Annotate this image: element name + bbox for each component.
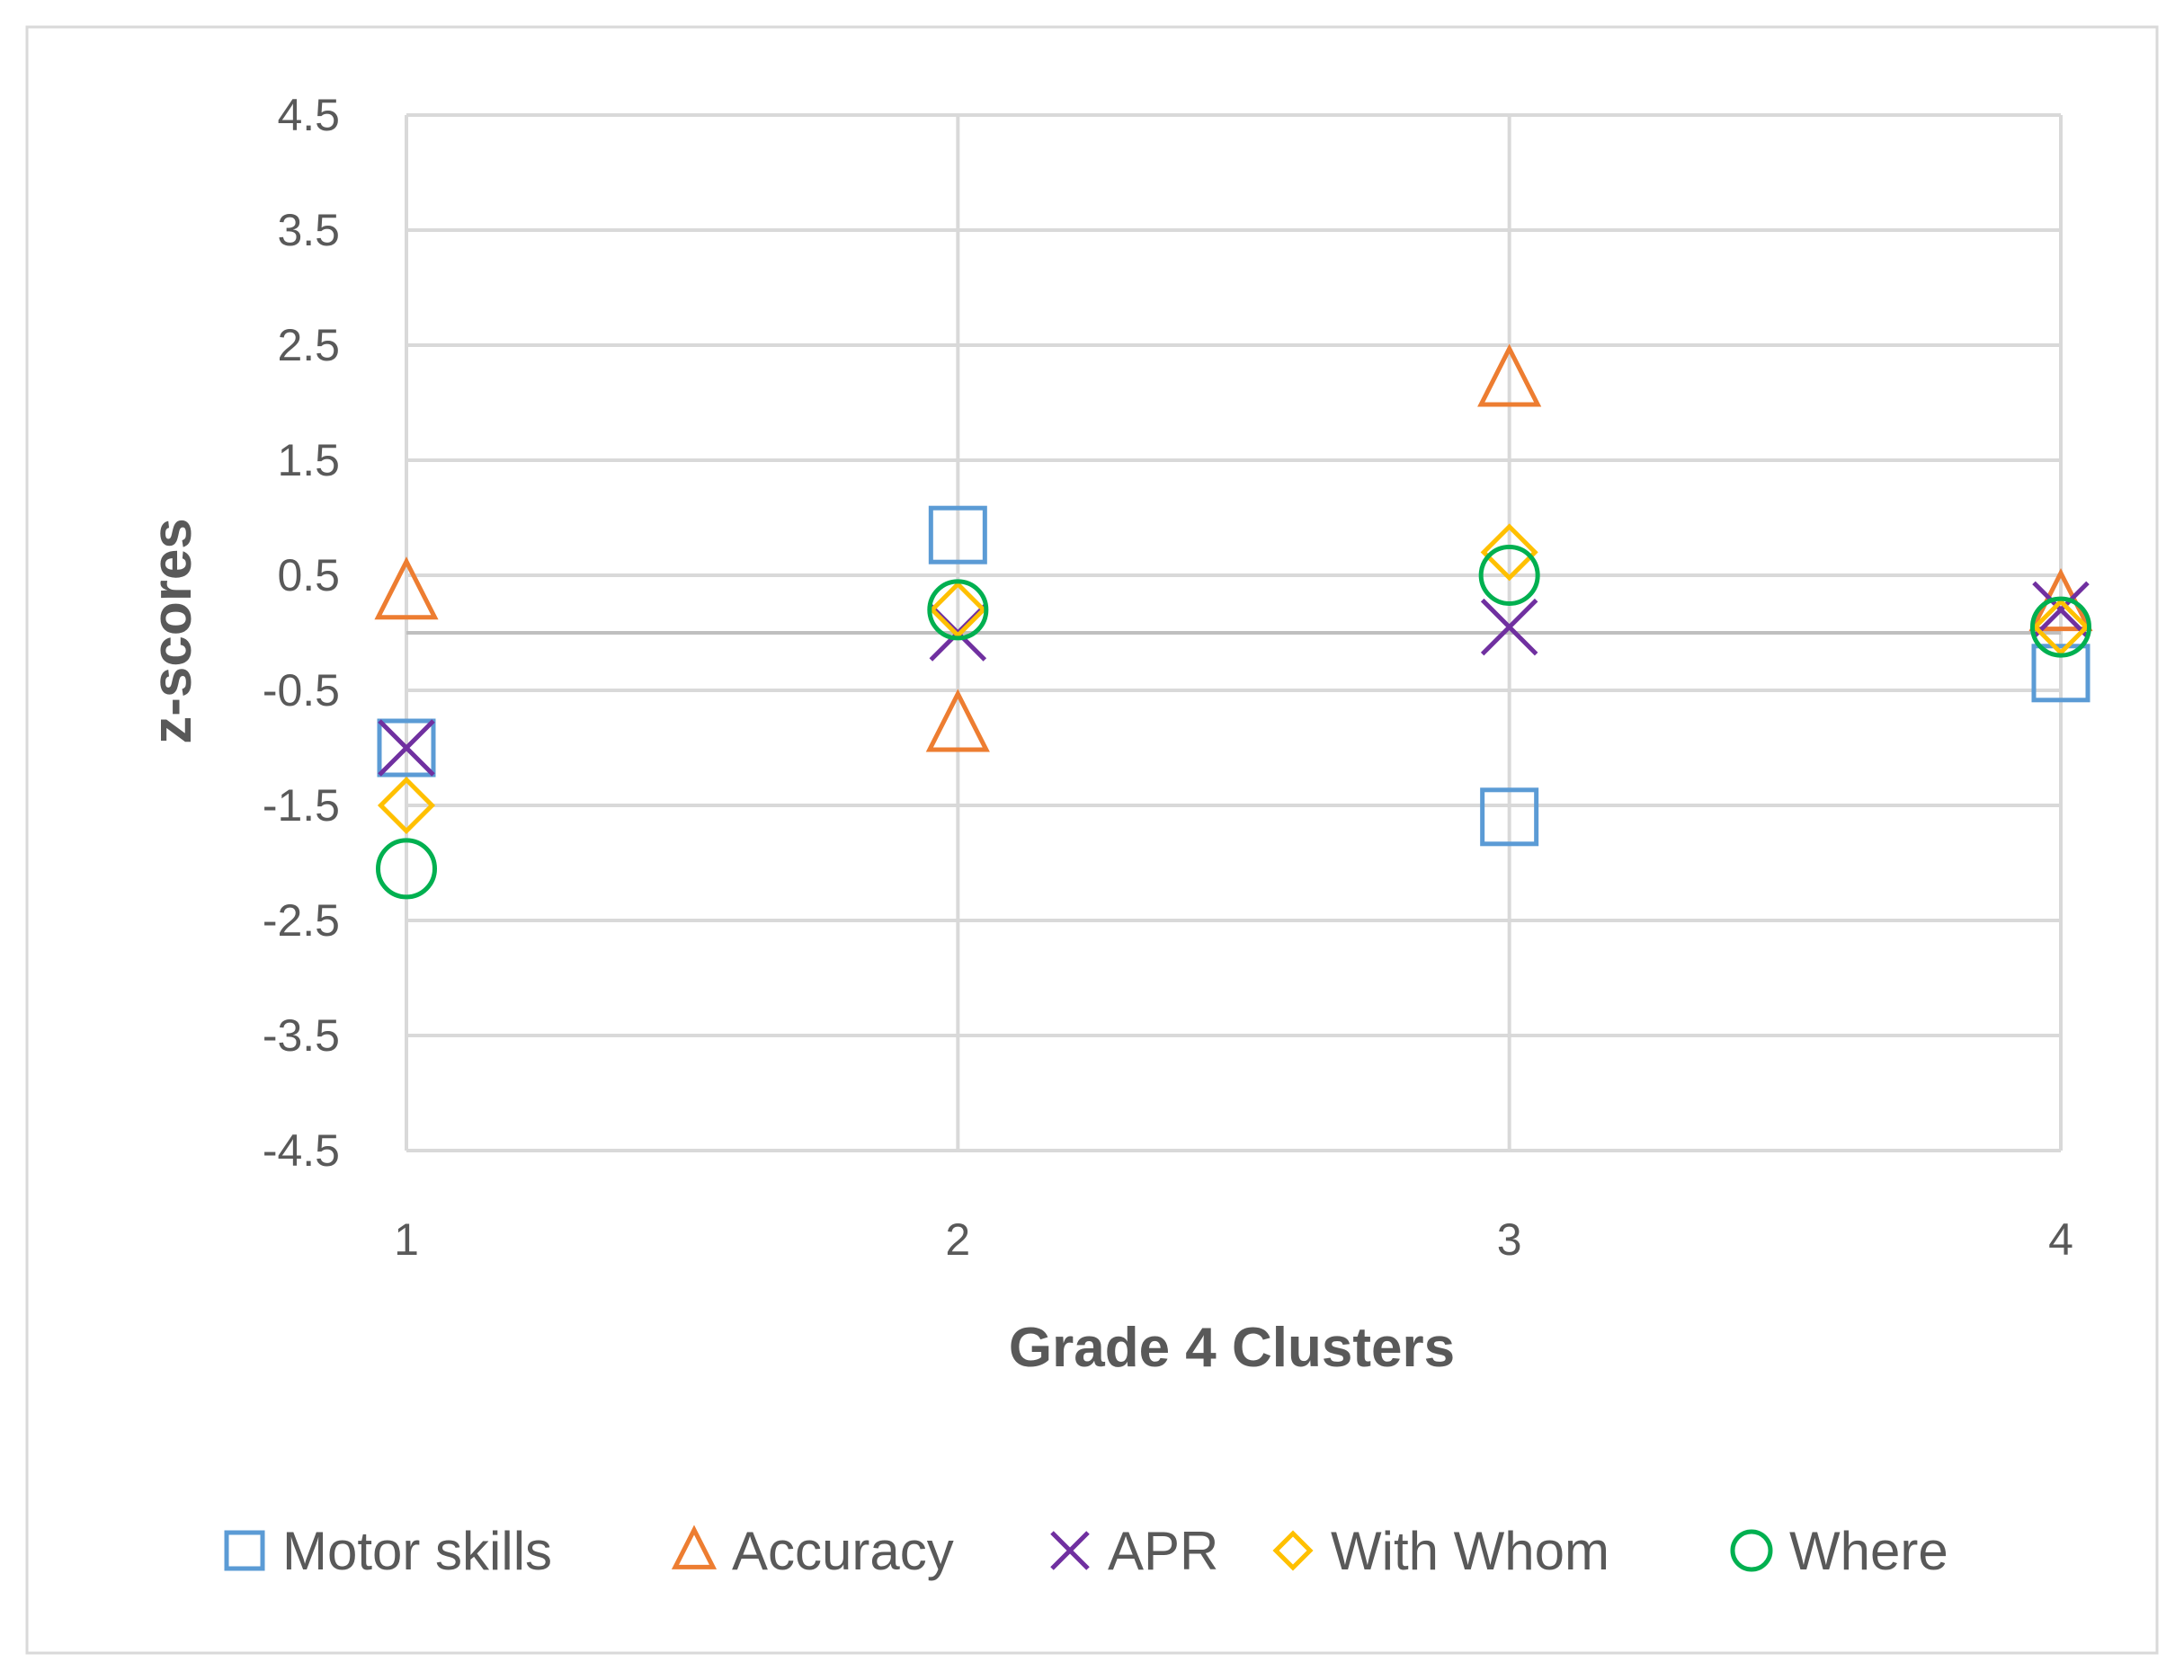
y-tick-label: 2.5	[277, 320, 340, 370]
x-tick-label: 3	[1497, 1214, 1522, 1265]
data-point-motor-skills-1	[377, 718, 436, 778]
data-point-apr-4	[2032, 581, 2090, 639]
y-tick-label: -4.5	[263, 1125, 340, 1176]
legend-label-accuracy: Accuracy	[732, 1521, 954, 1581]
data-point-accuracy-3	[1477, 343, 1542, 407]
legend: Motor skills Accuracy APR With Whom Where	[224, 1521, 1948, 1581]
legend-item-apr: APR	[1050, 1521, 1218, 1581]
legend-label-where: Where	[1789, 1521, 1948, 1581]
legend-item-where: Where	[1730, 1521, 1948, 1581]
data-point-with-whom-3	[1480, 523, 1538, 582]
legend-item-with-whom: With Whom	[1272, 1521, 1609, 1581]
data-point-with-whom-4	[2031, 598, 2090, 656]
legend-label-motor-skills: Motor skills	[282, 1521, 552, 1581]
x-tick-label: 2	[945, 1214, 970, 1265]
y-tick-label: -3.5	[263, 1010, 340, 1061]
x-tick-labels: 1 2 3 4	[394, 1214, 2073, 1265]
legend-item-motor-skills: Motor skills	[224, 1521, 552, 1581]
chart-border	[25, 25, 2159, 1655]
x-tick-label: 1	[394, 1214, 419, 1265]
x-axis-title: Grade 4 Clusters	[1009, 1317, 1455, 1379]
data-point-where-4	[2030, 596, 2091, 658]
y-tick-label: 0.5	[277, 550, 340, 600]
y-axis-title: z-scores	[141, 518, 203, 744]
data-point-with-whom-2	[929, 581, 987, 639]
y-tick-labels: 4.5 3.5 2.5 1.5 0.5 -0.5 -1.5 -2.5 -3.5 -4.5	[263, 90, 340, 1176]
data-point-where-3	[1478, 545, 1540, 606]
y-tick-label: -2.5	[263, 895, 340, 946]
legend-marker-where	[1730, 1529, 1773, 1572]
legend-label-with-whom: With Whom	[1331, 1521, 1609, 1581]
x-tick-label: 4	[2048, 1214, 2073, 1265]
data-point-apr-3	[1480, 598, 1538, 656]
legend-marker-apr	[1050, 1531, 1090, 1570]
y-tick-label: 4.5	[277, 90, 340, 140]
data-point-motor-skills-3	[1480, 787, 1539, 847]
legend-marker-with-whom	[1272, 1530, 1314, 1571]
data-point-motor-skills-4	[2031, 644, 2090, 703]
data-point-motor-skills-2	[928, 505, 987, 564]
data-point-apr-1	[378, 719, 435, 777]
data-point-accuracy-2	[925, 689, 990, 752]
legend-label-apr: APR	[1108, 1521, 1218, 1581]
data-markers	[374, 343, 2093, 900]
legend-marker-accuracy	[671, 1524, 718, 1569]
data-point-accuracy-1	[374, 556, 439, 620]
legend-item-accuracy: Accuracy	[671, 1521, 954, 1581]
y-tick-label: -1.5	[263, 780, 340, 831]
y-tick-label: -0.5	[263, 665, 340, 716]
legend-marker-motor-skills	[224, 1530, 265, 1571]
data-point-where-1	[376, 838, 437, 900]
y-tick-label: 3.5	[277, 205, 340, 255]
data-point-where-2	[927, 579, 989, 641]
y-tick-label: 1.5	[277, 435, 340, 485]
data-point-with-whom-1	[377, 776, 436, 835]
